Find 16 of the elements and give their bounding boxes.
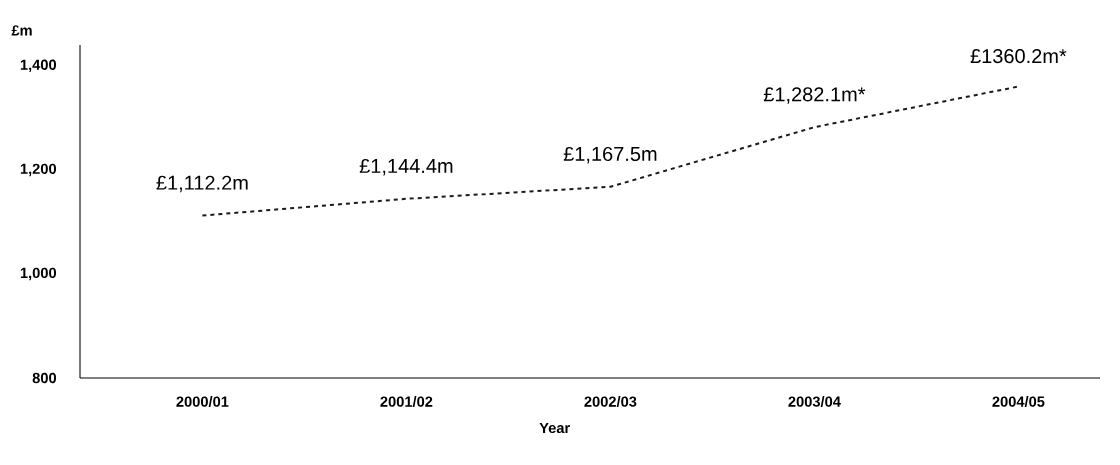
y-axis-title: £m: [11, 25, 32, 36]
data-label: £1,144.4m: [359, 158, 453, 176]
x-tick-label: 2004/05: [992, 396, 1045, 407]
data-label: £1,282.1m*: [763, 87, 866, 104]
x-tick-label: 2001/02: [380, 396, 433, 407]
y-tick-label: 800: [32, 372, 57, 384]
x-tick-label: 2002/03: [584, 396, 637, 407]
x-tick-label: 2000/01: [176, 396, 229, 407]
data-label: £1,112.2m: [156, 175, 248, 193]
data-label: £1,167.5m: [563, 146, 657, 164]
y-tick-label: 1,000: [20, 267, 57, 281]
x-axis-title: Year: [539, 422, 570, 434]
x-tick-label: 2003/04: [788, 396, 841, 407]
y-tick-label: 1,200: [20, 163, 57, 177]
data-label: £1360.2m*: [970, 48, 1067, 64]
y-tick-label: 1,400: [20, 59, 57, 73]
